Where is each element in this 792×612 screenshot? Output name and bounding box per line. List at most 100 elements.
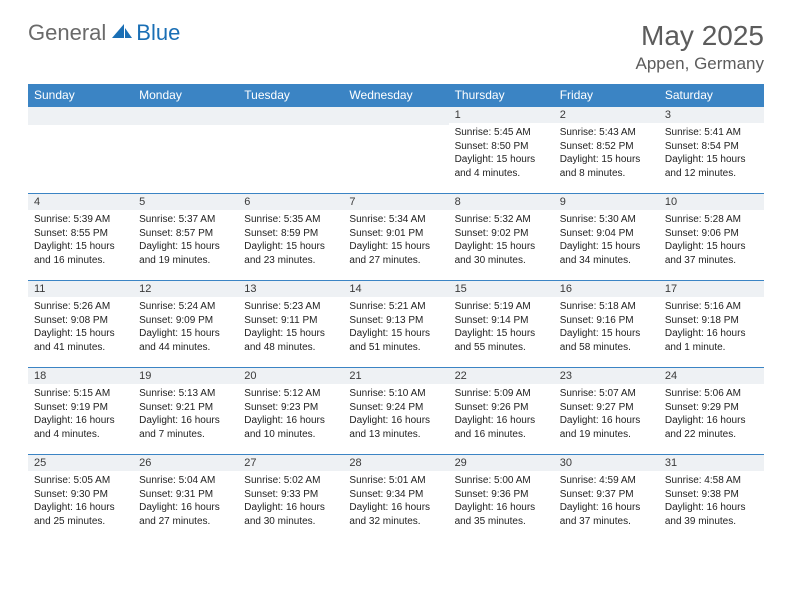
calendar-day-cell: 9Sunrise: 5:30 AMSunset: 9:04 PMDaylight… [554, 194, 659, 281]
calendar-row: 4Sunrise: 5:39 AMSunset: 8:55 PMDaylight… [28, 194, 764, 281]
calendar-row: 1Sunrise: 5:45 AMSunset: 8:50 PMDaylight… [28, 107, 764, 194]
calendar-day-cell: 17Sunrise: 5:16 AMSunset: 9:18 PMDayligh… [659, 281, 764, 368]
day-number: 18 [28, 368, 133, 384]
day-number: 17 [659, 281, 764, 297]
day-number: 15 [449, 281, 554, 297]
day-details: Sunrise: 5:19 AMSunset: 9:14 PMDaylight:… [449, 297, 554, 356]
calendar-day-cell: 20Sunrise: 5:12 AMSunset: 9:23 PMDayligh… [238, 368, 343, 455]
calendar-body: 1Sunrise: 5:45 AMSunset: 8:50 PMDaylight… [28, 107, 764, 542]
weekday-header: Friday [554, 84, 659, 107]
day-number: 4 [28, 194, 133, 210]
day-details: Sunrise: 4:58 AMSunset: 9:38 PMDaylight:… [659, 471, 764, 530]
day-details: Sunrise: 5:28 AMSunset: 9:06 PMDaylight:… [659, 210, 764, 269]
day-details: Sunrise: 5:12 AMSunset: 9:23 PMDaylight:… [238, 384, 343, 443]
day-number: 13 [238, 281, 343, 297]
calendar-day-cell: 31Sunrise: 4:58 AMSunset: 9:38 PMDayligh… [659, 455, 764, 542]
calendar-empty-cell [28, 107, 133, 194]
day-details: Sunrise: 5:21 AMSunset: 9:13 PMDaylight:… [343, 297, 448, 356]
calendar-day-cell: 8Sunrise: 5:32 AMSunset: 9:02 PMDaylight… [449, 194, 554, 281]
weekday-header: Saturday [659, 84, 764, 107]
day-details: Sunrise: 5:07 AMSunset: 9:27 PMDaylight:… [554, 384, 659, 443]
day-number: 11 [28, 281, 133, 297]
logo-text-blue: Blue [136, 20, 180, 46]
day-number: 23 [554, 368, 659, 384]
calendar-day-cell: 13Sunrise: 5:23 AMSunset: 9:11 PMDayligh… [238, 281, 343, 368]
day-number: 14 [343, 281, 448, 297]
day-number: 5 [133, 194, 238, 210]
day-details: Sunrise: 5:05 AMSunset: 9:30 PMDaylight:… [28, 471, 133, 530]
day-details: Sunrise: 5:02 AMSunset: 9:33 PMDaylight:… [238, 471, 343, 530]
day-number-empty [133, 107, 238, 125]
day-details: Sunrise: 5:30 AMSunset: 9:04 PMDaylight:… [554, 210, 659, 269]
day-number: 16 [554, 281, 659, 297]
title-block: May 2025 Appen, Germany [635, 20, 764, 74]
calendar-day-cell: 23Sunrise: 5:07 AMSunset: 9:27 PMDayligh… [554, 368, 659, 455]
day-number-empty [28, 107, 133, 125]
calendar-day-cell: 18Sunrise: 5:15 AMSunset: 9:19 PMDayligh… [28, 368, 133, 455]
day-number-empty [343, 107, 448, 125]
calendar-row: 18Sunrise: 5:15 AMSunset: 9:19 PMDayligh… [28, 368, 764, 455]
calendar-day-cell: 11Sunrise: 5:26 AMSunset: 9:08 PMDayligh… [28, 281, 133, 368]
day-details: Sunrise: 5:23 AMSunset: 9:11 PMDaylight:… [238, 297, 343, 356]
day-number: 6 [238, 194, 343, 210]
day-number: 26 [133, 455, 238, 471]
day-number: 20 [238, 368, 343, 384]
day-number: 27 [238, 455, 343, 471]
day-details: Sunrise: 5:15 AMSunset: 9:19 PMDaylight:… [28, 384, 133, 443]
logo: General Blue [28, 20, 180, 46]
day-number: 12 [133, 281, 238, 297]
logo-sail-icon [110, 22, 134, 40]
calendar-day-cell: 7Sunrise: 5:34 AMSunset: 9:01 PMDaylight… [343, 194, 448, 281]
calendar-day-cell: 30Sunrise: 4:59 AMSunset: 9:37 PMDayligh… [554, 455, 659, 542]
weekday-header: Wednesday [343, 84, 448, 107]
day-number: 19 [133, 368, 238, 384]
logo-text-general: General [28, 20, 106, 46]
calendar-day-cell: 22Sunrise: 5:09 AMSunset: 9:26 PMDayligh… [449, 368, 554, 455]
header: General Blue May 2025 Appen, Germany [28, 20, 764, 74]
day-details: Sunrise: 5:10 AMSunset: 9:24 PMDaylight:… [343, 384, 448, 443]
weekday-header: Thursday [449, 84, 554, 107]
day-number: 9 [554, 194, 659, 210]
weekday-header-row: SundayMondayTuesdayWednesdayThursdayFrid… [28, 84, 764, 107]
calendar-day-cell: 29Sunrise: 5:00 AMSunset: 9:36 PMDayligh… [449, 455, 554, 542]
weekday-header: Monday [133, 84, 238, 107]
calendar-day-cell: 27Sunrise: 5:02 AMSunset: 9:33 PMDayligh… [238, 455, 343, 542]
calendar-day-cell: 28Sunrise: 5:01 AMSunset: 9:34 PMDayligh… [343, 455, 448, 542]
day-details: Sunrise: 5:04 AMSunset: 9:31 PMDaylight:… [133, 471, 238, 530]
day-details: Sunrise: 5:26 AMSunset: 9:08 PMDaylight:… [28, 297, 133, 356]
day-details: Sunrise: 5:43 AMSunset: 8:52 PMDaylight:… [554, 123, 659, 182]
day-details: Sunrise: 5:24 AMSunset: 9:09 PMDaylight:… [133, 297, 238, 356]
day-details: Sunrise: 5:45 AMSunset: 8:50 PMDaylight:… [449, 123, 554, 182]
calendar-empty-cell [133, 107, 238, 194]
calendar-day-cell: 19Sunrise: 5:13 AMSunset: 9:21 PMDayligh… [133, 368, 238, 455]
day-number: 21 [343, 368, 448, 384]
calendar-row: 25Sunrise: 5:05 AMSunset: 9:30 PMDayligh… [28, 455, 764, 542]
day-number: 7 [343, 194, 448, 210]
day-number: 3 [659, 107, 764, 123]
day-number: 31 [659, 455, 764, 471]
day-details: Sunrise: 5:39 AMSunset: 8:55 PMDaylight:… [28, 210, 133, 269]
calendar-day-cell: 12Sunrise: 5:24 AMSunset: 9:09 PMDayligh… [133, 281, 238, 368]
calendar-day-cell: 4Sunrise: 5:39 AMSunset: 8:55 PMDaylight… [28, 194, 133, 281]
day-details: Sunrise: 5:37 AMSunset: 8:57 PMDaylight:… [133, 210, 238, 269]
day-details: Sunrise: 5:41 AMSunset: 8:54 PMDaylight:… [659, 123, 764, 182]
calendar-day-cell: 16Sunrise: 5:18 AMSunset: 9:16 PMDayligh… [554, 281, 659, 368]
day-number: 1 [449, 107, 554, 123]
calendar-day-cell: 15Sunrise: 5:19 AMSunset: 9:14 PMDayligh… [449, 281, 554, 368]
day-details: Sunrise: 5:34 AMSunset: 9:01 PMDaylight:… [343, 210, 448, 269]
day-number-empty [238, 107, 343, 125]
day-details: Sunrise: 5:18 AMSunset: 9:16 PMDaylight:… [554, 297, 659, 356]
day-details: Sunrise: 5:00 AMSunset: 9:36 PMDaylight:… [449, 471, 554, 530]
day-details: Sunrise: 5:06 AMSunset: 9:29 PMDaylight:… [659, 384, 764, 443]
day-number: 28 [343, 455, 448, 471]
calendar-day-cell: 21Sunrise: 5:10 AMSunset: 9:24 PMDayligh… [343, 368, 448, 455]
day-details: Sunrise: 5:16 AMSunset: 9:18 PMDaylight:… [659, 297, 764, 356]
day-details: Sunrise: 4:59 AMSunset: 9:37 PMDaylight:… [554, 471, 659, 530]
calendar-day-cell: 1Sunrise: 5:45 AMSunset: 8:50 PMDaylight… [449, 107, 554, 194]
day-number: 25 [28, 455, 133, 471]
day-details: Sunrise: 5:01 AMSunset: 9:34 PMDaylight:… [343, 471, 448, 530]
calendar-empty-cell [343, 107, 448, 194]
calendar-day-cell: 24Sunrise: 5:06 AMSunset: 9:29 PMDayligh… [659, 368, 764, 455]
month-title: May 2025 [635, 20, 764, 52]
day-details: Sunrise: 5:35 AMSunset: 8:59 PMDaylight:… [238, 210, 343, 269]
